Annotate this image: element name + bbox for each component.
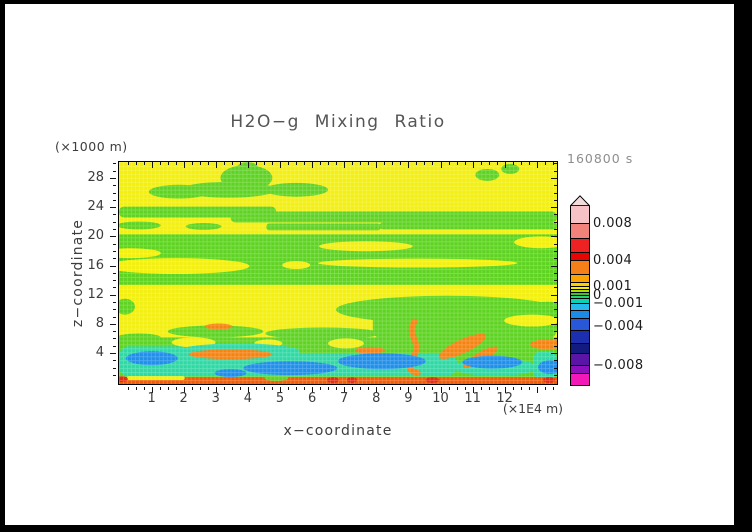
colorbar-segment — [571, 299, 589, 304]
chart-title: H2O−g Mixing Ratio — [230, 112, 446, 132]
colorbar-segment — [571, 290, 589, 293]
colorbar-segment — [571, 354, 589, 366]
x-tick-label: 3 — [211, 391, 220, 406]
colorbar-segment — [571, 366, 589, 374]
y-tick-label: 8 — [95, 315, 104, 331]
x-tick-label: 2 — [179, 391, 188, 406]
x-axis-unit: (×1E4 m) — [502, 401, 563, 416]
colorbar-arrow-icon — [570, 195, 590, 206]
timestamp-label: 160800 s — [567, 151, 634, 166]
x-tick-label: 6 — [307, 391, 317, 406]
z-axis-label: z−coordinate — [70, 218, 86, 328]
colorbar-segment — [571, 319, 589, 331]
y-tick-label: 24 — [87, 199, 104, 215]
x-tick-label: 11 — [464, 391, 481, 406]
colorbar-segment — [571, 206, 589, 224]
colorbar-label: −0.001 — [593, 296, 644, 311]
colorbar-segment — [571, 293, 589, 296]
colorbar-segment — [571, 253, 589, 261]
x-tick-label: 9 — [404, 391, 413, 406]
colorbar-segment — [571, 296, 589, 299]
y-axis-unit: (×1000 m) — [55, 139, 128, 154]
colorbar-labels: 0.008 0.004 0.001 0 −0.001 −0.004 −0.008 — [593, 206, 653, 386]
x-tick-label: 1 — [147, 391, 156, 406]
y-tick-label: 16 — [87, 257, 104, 273]
colorbar-segment — [571, 287, 589, 290]
x-tick-label: 4 — [243, 391, 253, 406]
colorbar-label: −0.004 — [593, 319, 644, 334]
contour-field — [119, 162, 557, 384]
y-tick-label: 4 — [95, 345, 104, 360]
colorbar-segment — [571, 344, 589, 354]
colorbar-segment — [571, 283, 589, 287]
y-tick-label: 28 — [87, 170, 104, 185]
y-tick-labels: 4 8 12 16 20 24 28 — [0, 161, 111, 385]
colorbar-segment — [571, 261, 589, 275]
contour-plot-area — [118, 161, 558, 385]
colorbar-segment — [571, 374, 589, 385]
x-tick-labels: 1 2 3 4 5 6 7 8 9 10 11 12 — [118, 391, 558, 407]
colorbar-segment — [571, 275, 589, 283]
colorbar-label: 0.001 — [593, 279, 633, 294]
colorbar-segment — [571, 239, 589, 253]
colorbar-label: 0.008 — [593, 216, 633, 231]
colorbar-segment — [571, 331, 589, 344]
x-tick-label: 12 — [496, 391, 513, 406]
x-tick-label: 10 — [432, 391, 449, 406]
colorbar-segment — [571, 304, 589, 311]
colorbar — [570, 206, 590, 386]
y-tick-label: 20 — [87, 228, 104, 244]
x-tick-label: 8 — [372, 391, 381, 406]
x-tick-label: 7 — [340, 391, 349, 406]
x-tick-label: 5 — [275, 391, 285, 406]
colorbar-label: 0 — [593, 288, 602, 303]
colorbar-segment — [571, 224, 589, 239]
y-tick-label: 12 — [87, 286, 104, 302]
dot-grid-texture — [119, 162, 557, 384]
colorbar-segment — [571, 311, 589, 319]
x-axis-label: x−coordinate — [283, 423, 393, 439]
colorbar-label: −0.008 — [593, 358, 644, 373]
colorbar-label: 0.004 — [593, 253, 633, 268]
